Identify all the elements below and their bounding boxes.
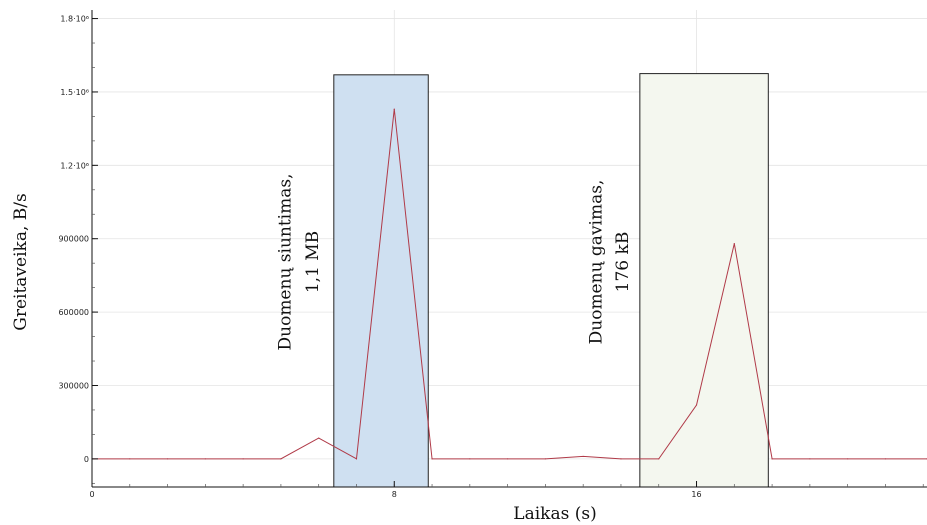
y-tick-label-3: 900000 [58,235,89,244]
annotation-2-line-1: Duomenų gavimas, [586,180,606,345]
data-point [847,458,849,460]
grid [91,10,927,487]
series-group [91,108,927,460]
highlight-box-2 [639,73,769,488]
annotation-1-line-2: 1,1 MB [303,231,323,293]
y-axis-label: Greitaveika, B/s [11,193,31,330]
x-tick-label-0: 0 [89,490,94,499]
data-point [620,458,622,460]
data-point [695,404,698,406]
data-point [318,437,320,439]
data-point [771,458,773,460]
series-line-1 [92,109,927,460]
data-point [355,458,358,460]
x-axis-label: Laikas (s) [513,504,596,524]
y-tick-label-0: 0 [84,455,89,464]
data-point [733,243,735,245]
x-tick-label-1: 8 [392,490,397,499]
data-point [469,458,471,460]
data-point [166,458,169,460]
data-point [884,458,887,460]
data-point [204,458,206,460]
ticks: 0 8 16 0 300000 600000 900000 1.2·10⁶ 1.5·10⁶ 1.8… [58,15,924,499]
highlight-regions [333,73,769,488]
y-tick-label-1: 300000 [58,381,89,390]
data-point [658,458,660,460]
data-point [280,458,282,460]
y-tick-label-2: 600000 [58,308,89,317]
annotations: Duomenų siuntimas, 1,1 MB Duomenų gavimas,… [275,173,632,350]
y-tick-label-4: 1.2·10⁶ [60,161,89,170]
data-point [393,108,395,110]
annotation-2-line-2: 176 kB [613,232,633,293]
highlight-box-1 [333,74,429,488]
data-point [129,458,131,460]
data-point [809,458,811,460]
data-point [431,458,433,460]
annotation-1-line-1: Duomenų siuntimas, [275,173,295,350]
data-point [544,458,546,460]
y-tick-label-5: 1.5·10⁶ [60,88,89,97]
data-point [582,455,584,458]
data-point [242,458,244,460]
axes [91,10,927,488]
y-tick-label-6: 1.8·10⁶ [60,15,89,24]
x-tick-label-2: 16 [691,490,701,499]
data-point [507,458,509,460]
